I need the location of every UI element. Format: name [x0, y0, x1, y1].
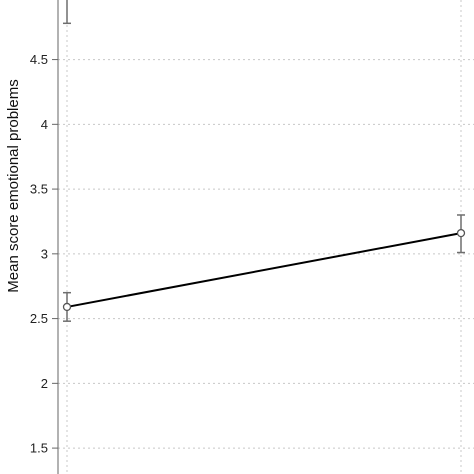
grid-lines	[58, 0, 474, 474]
series-line-0	[66, 232, 462, 308]
y-axis-title: Mean score emotional problems	[5, 79, 22, 292]
data-point-1	[456, 228, 466, 238]
y-tick-label-3: 3	[41, 246, 48, 261]
series-plot	[62, 0, 466, 322]
y-tick-label-4: 3.5	[30, 182, 48, 197]
y-tick-label-5: 4	[41, 117, 48, 132]
y-tick-label-2: 2.5	[30, 311, 48, 326]
y-tick-label-6: 4.5	[30, 52, 48, 67]
y-axis: 1.5 2 2.5 3 3.5 4 4.5	[30, 0, 59, 474]
y-tick-label-1: 2	[41, 376, 48, 391]
data-point-0	[62, 302, 72, 312]
y-tick-label-0: 1.5	[30, 441, 48, 456]
